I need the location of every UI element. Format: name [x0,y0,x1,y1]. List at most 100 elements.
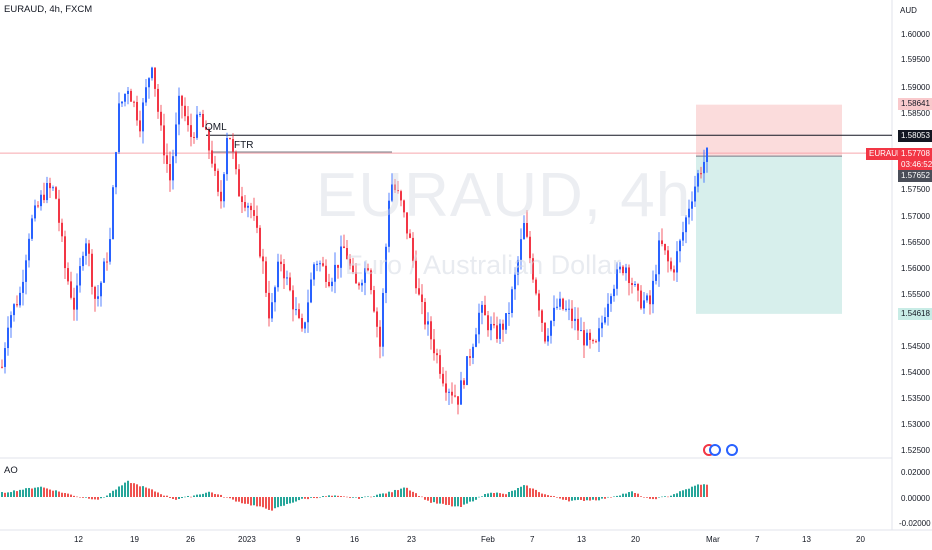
candle-body [691,201,693,209]
ao-bar [556,497,558,498]
candle-body [136,101,138,121]
ao-bar [64,493,66,497]
ao-bar [301,497,303,499]
ao-bar [436,497,438,504]
ao-bar [505,494,507,497]
candle-body [703,161,705,174]
candle-body [325,265,327,282]
ao-bar [415,493,417,497]
ao-bar [637,493,639,497]
candle-body [238,169,240,197]
reward-zone [696,156,842,314]
candle-body [145,87,147,103]
candle-body [109,239,111,262]
candle-body [505,313,507,330]
candle-body [397,190,399,192]
time-tick: Feb [481,535,495,544]
ao-bar [61,492,63,497]
candle-body [448,391,450,393]
ao-bar [478,496,480,498]
ao-bar [490,492,492,497]
candle-body [553,307,555,322]
price-tick: 1.55500 [901,290,930,299]
candle-body [61,222,63,237]
candle-body [292,290,294,310]
ao-bar [511,490,513,497]
ao-bar [421,496,423,498]
symbol-header[interactable]: EURAUD, 4h, FXCM [4,4,93,15]
symbol-tag: EURAUD [866,148,906,160]
ao-bar [577,497,579,500]
ao-bar [316,497,318,499]
ao-bar [103,497,105,498]
candle-body [76,285,78,310]
ao-bar [253,497,255,506]
candle-body [49,183,51,189]
ao-bar [97,497,99,500]
ao-bar [22,489,24,497]
ao-bar [94,497,96,500]
ao-bar [199,494,201,497]
ao-bar [319,497,321,498]
ao-bar [67,493,69,497]
candle-body [676,251,678,273]
candle-body [55,187,57,199]
ao-bar [163,495,165,497]
ao-bar [343,496,345,497]
ao-bar [634,493,636,497]
candle-body [484,304,486,316]
candle-body [229,137,231,140]
candle-body [343,246,345,249]
ao-bar [109,493,111,497]
ao-bar [79,497,81,498]
candle-body [190,125,192,137]
candle-body [559,298,561,307]
candle-body [187,116,189,126]
ao-bar [583,497,585,501]
candle-body [658,240,660,275]
candle-body [379,326,381,347]
ao-bar [628,492,630,497]
ao-bar [496,492,498,497]
ao-bar [133,483,135,497]
candle-body [289,277,291,291]
time-tick: 26 [186,535,195,544]
ao-bar [148,488,150,497]
candle-body [472,346,474,358]
ao-bar [631,491,633,497]
candle-body [130,90,132,102]
candle-body [625,267,627,274]
candle-body [388,200,390,247]
candle-body [265,261,267,293]
ao-bar [466,497,468,504]
ao-bar [70,494,72,497]
event-icon[interactable] [726,444,738,456]
ao-bar [541,493,543,497]
ao-bar [277,497,279,508]
ao-bar [40,486,42,497]
ao-indicator-label[interactable]: AO [4,465,18,476]
time-tick: 13 [577,535,586,544]
candle-body [547,335,549,342]
ao-bar [85,497,87,498]
ao-bar [673,494,675,497]
candle-body [517,259,519,275]
ao-bar [196,494,198,497]
candle-body [232,139,234,152]
candle-body [433,339,435,354]
candle-body [160,111,162,126]
ao-tick: 0.00000 [901,494,930,503]
candle-body [241,196,243,202]
candle-body [592,339,594,342]
ao-bar [16,491,18,497]
ao-bar [571,497,573,501]
ao-bar [373,496,375,497]
event-icon[interactable] [709,444,721,456]
candle-body [367,268,369,271]
candle-body [364,268,366,283]
candle-body [127,90,129,95]
candle-body [310,279,312,303]
candle-body [43,194,45,201]
ao-bar [508,491,510,497]
